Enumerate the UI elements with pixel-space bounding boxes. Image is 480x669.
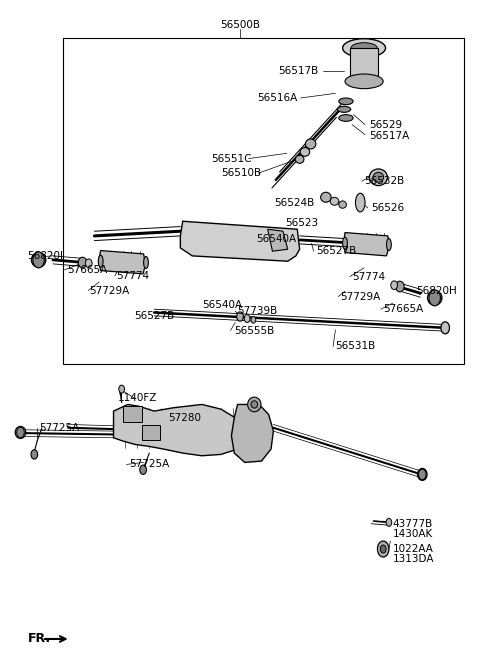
Text: 56820J: 56820J xyxy=(28,251,64,261)
Ellipse shape xyxy=(356,193,365,212)
Text: 56517A: 56517A xyxy=(369,131,409,141)
Text: 56527B: 56527B xyxy=(134,311,174,321)
Circle shape xyxy=(386,518,392,527)
Ellipse shape xyxy=(373,173,384,182)
Ellipse shape xyxy=(98,255,103,267)
Ellipse shape xyxy=(418,468,427,480)
Ellipse shape xyxy=(428,290,442,305)
Ellipse shape xyxy=(15,426,26,438)
Ellipse shape xyxy=(339,201,347,208)
Ellipse shape xyxy=(248,397,261,412)
Text: 1022AA: 1022AA xyxy=(393,544,433,554)
Text: 57729A: 57729A xyxy=(90,286,130,296)
Text: 56523: 56523 xyxy=(286,217,319,227)
Text: 56540A: 56540A xyxy=(202,300,242,310)
Text: 56532B: 56532B xyxy=(364,176,404,186)
Circle shape xyxy=(419,469,426,480)
Text: 56531B: 56531B xyxy=(336,341,376,351)
Circle shape xyxy=(380,545,386,553)
Ellipse shape xyxy=(78,257,87,268)
Polygon shape xyxy=(99,251,145,274)
Text: 56510B: 56510B xyxy=(221,169,262,178)
Text: 57665A: 57665A xyxy=(67,265,108,275)
Text: 56527B: 56527B xyxy=(316,246,357,256)
Ellipse shape xyxy=(339,114,353,121)
Ellipse shape xyxy=(237,312,243,321)
Polygon shape xyxy=(268,229,288,252)
Bar xyxy=(123,406,142,422)
Ellipse shape xyxy=(330,197,339,205)
Text: 57774: 57774 xyxy=(352,272,385,282)
Bar xyxy=(63,38,464,365)
Ellipse shape xyxy=(343,39,385,58)
Text: 56551C: 56551C xyxy=(211,154,252,164)
Ellipse shape xyxy=(321,192,331,202)
Circle shape xyxy=(17,427,24,438)
Text: 57665A: 57665A xyxy=(383,304,423,314)
Text: 57729A: 57729A xyxy=(340,292,381,302)
Text: 56820H: 56820H xyxy=(417,286,457,296)
Ellipse shape xyxy=(300,148,310,157)
Text: 56526: 56526 xyxy=(371,203,404,213)
Polygon shape xyxy=(344,233,389,256)
Bar xyxy=(142,425,160,440)
Ellipse shape xyxy=(144,256,148,268)
Ellipse shape xyxy=(396,281,404,292)
Text: 1313DA: 1313DA xyxy=(393,554,434,564)
Ellipse shape xyxy=(32,253,46,267)
Circle shape xyxy=(429,290,441,306)
Ellipse shape xyxy=(251,401,258,408)
Ellipse shape xyxy=(305,139,316,149)
Text: 43777B: 43777B xyxy=(393,519,433,529)
Text: 56540A: 56540A xyxy=(256,234,296,244)
Text: 57774: 57774 xyxy=(116,271,149,281)
Ellipse shape xyxy=(369,169,387,185)
Ellipse shape xyxy=(345,74,383,89)
Ellipse shape xyxy=(339,98,353,104)
Text: 56524B: 56524B xyxy=(274,197,314,207)
Text: 57739B: 57739B xyxy=(238,306,278,316)
Polygon shape xyxy=(231,405,274,462)
Ellipse shape xyxy=(85,259,92,268)
Text: 57725A: 57725A xyxy=(129,460,169,470)
Ellipse shape xyxy=(351,43,377,54)
Text: 56555B: 56555B xyxy=(234,326,274,335)
Ellipse shape xyxy=(441,322,449,334)
Ellipse shape xyxy=(295,155,304,163)
Ellipse shape xyxy=(386,239,391,251)
Polygon shape xyxy=(350,48,378,82)
Circle shape xyxy=(31,450,37,459)
Text: 1140FZ: 1140FZ xyxy=(118,393,158,403)
Text: 56516A: 56516A xyxy=(257,93,297,103)
Ellipse shape xyxy=(251,316,256,323)
Text: 57725A: 57725A xyxy=(39,423,80,433)
Ellipse shape xyxy=(244,314,250,322)
Circle shape xyxy=(377,541,389,557)
Circle shape xyxy=(140,465,146,474)
Text: 56500B: 56500B xyxy=(220,19,260,29)
Ellipse shape xyxy=(391,281,397,290)
Polygon shape xyxy=(114,405,245,456)
Ellipse shape xyxy=(337,106,351,112)
Text: 57280: 57280 xyxy=(168,413,202,423)
Circle shape xyxy=(119,385,124,393)
Text: 1430AK: 1430AK xyxy=(393,529,433,539)
Polygon shape xyxy=(180,221,300,261)
Ellipse shape xyxy=(343,237,348,250)
Text: 56517B: 56517B xyxy=(278,66,319,76)
Text: 56529: 56529 xyxy=(369,120,402,130)
Text: FR.: FR. xyxy=(28,632,51,646)
Circle shape xyxy=(33,252,44,268)
